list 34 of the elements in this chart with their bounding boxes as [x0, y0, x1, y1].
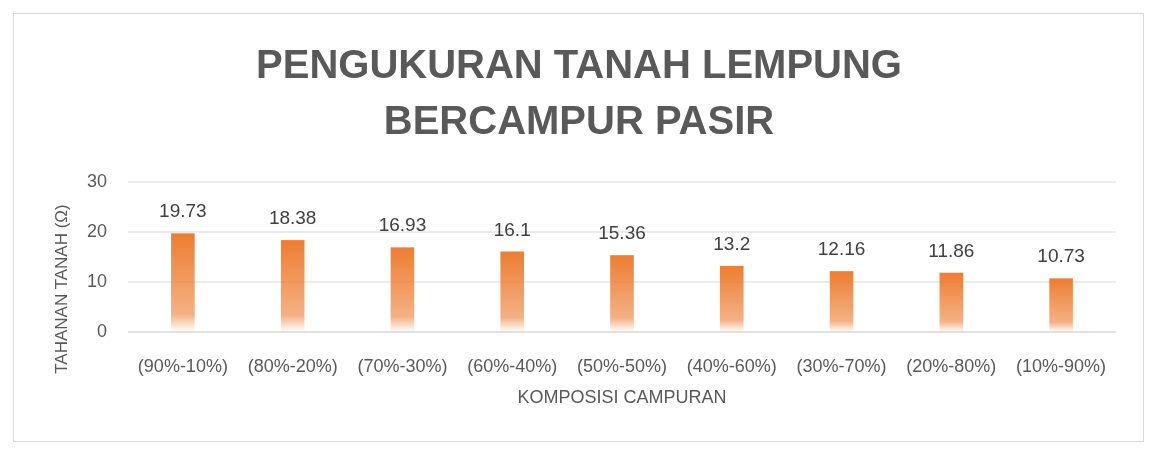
data-label: 19.73: [159, 200, 207, 222]
data-label: 15.36: [598, 222, 646, 244]
bar: [171, 233, 195, 332]
bar: [610, 255, 634, 332]
bar: [1049, 278, 1073, 332]
y-tick-label: 20: [86, 220, 107, 241]
y-tick-label: 30: [86, 170, 107, 191]
bar: [939, 272, 964, 332]
data-label: 10.73: [1037, 245, 1085, 267]
y-tick-label: 10: [86, 270, 107, 291]
x-tick-label: (50%-50%): [576, 356, 668, 376]
x-axis-title: KOMPOSISI CAMPURAN: [517, 387, 727, 407]
bar: [719, 266, 744, 332]
chart-title: PENGUKURAN TANAH LEMPUNG BERCAMPUR PASIR: [256, 42, 902, 142]
data-label: 11.86: [928, 239, 975, 261]
data-label: 13.2: [713, 233, 751, 254]
data-label: 18.38: [268, 207, 317, 229]
x-tick-label: (70%-30%): [357, 356, 448, 376]
x-tick-label: (80%-20%): [247, 356, 338, 376]
x-tick-label: (30%-70%): [796, 356, 887, 376]
x-tick-label: (90%-10%): [137, 356, 228, 376]
bar: [280, 240, 305, 332]
x-tick-label: (10%-90%): [1016, 356, 1107, 376]
y-tick-label: 0: [96, 320, 107, 341]
bar: [829, 271, 854, 332]
data-label: 16.1: [493, 218, 531, 240]
x-tick-label: (40%-60%): [686, 356, 777, 376]
x-tick-label: (60%-40%): [467, 356, 558, 376]
bar: [500, 251, 525, 332]
x-tick-label: (20%-80%): [906, 356, 997, 376]
data-label: 12.16: [817, 238, 866, 260]
data-label: 16.93: [378, 214, 427, 236]
y-axis-title: TAHANAN TANAH (Ω): [52, 204, 71, 374]
bar: [390, 247, 415, 332]
